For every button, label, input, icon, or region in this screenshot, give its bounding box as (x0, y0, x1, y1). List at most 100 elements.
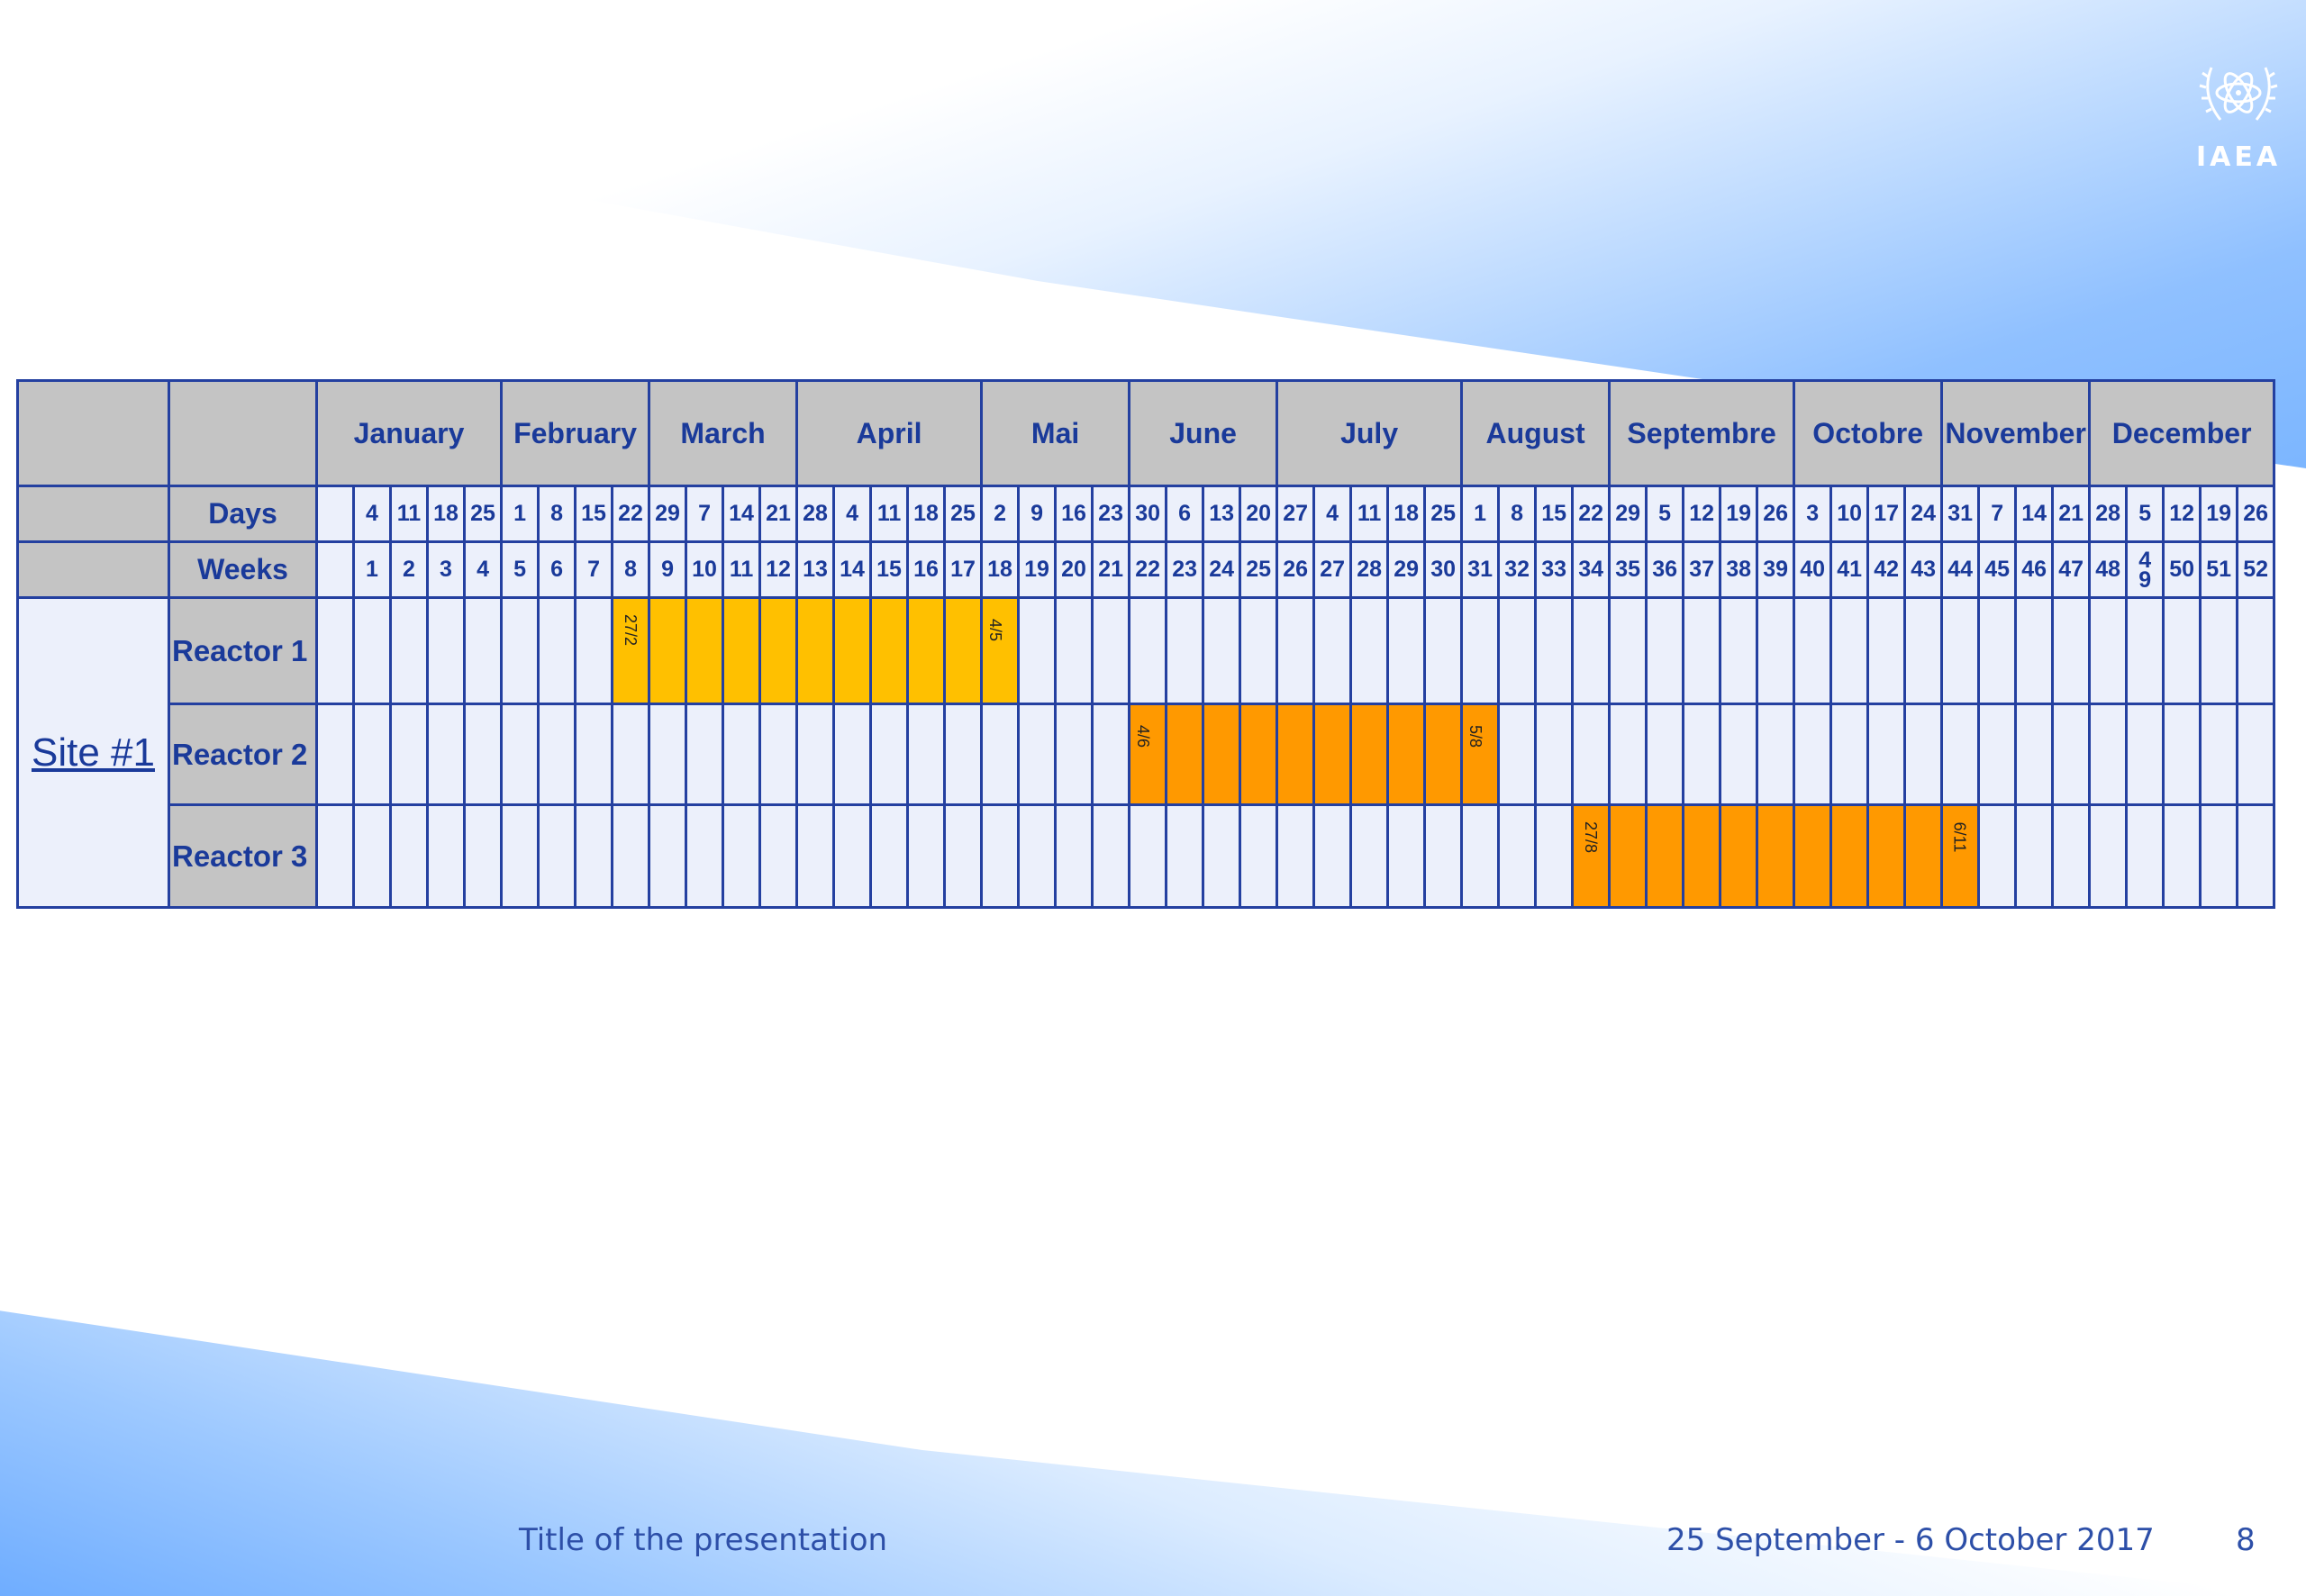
schedule-cell (2162, 596, 2202, 705)
day-cell (315, 485, 355, 543)
schedule-cell (1276, 596, 1316, 705)
week-cell: 30 (1423, 540, 1464, 599)
schedule-cell (2051, 803, 2092, 909)
day-cell: 28 (795, 485, 836, 543)
week-cell: 9 (648, 540, 688, 599)
schedule-cell (869, 803, 910, 909)
day-cell: 25 (1423, 485, 1464, 543)
schedule-cell (1239, 803, 1279, 909)
day-cell: 24 (1903, 485, 1944, 543)
week-cell: 2 (389, 540, 429, 599)
day-cell: 28 (2088, 485, 2129, 543)
schedule-cell (1719, 703, 1759, 806)
week-cell: 17 (943, 540, 984, 599)
outage-cell: 5/8 (1460, 703, 1501, 806)
day-cell: 7 (685, 485, 725, 543)
week-cell: 42 (1866, 540, 1907, 599)
schedule-cell (648, 803, 688, 909)
schedule-cell (795, 703, 836, 806)
week-cell: 43 (1903, 540, 1944, 599)
schedule-cell (389, 596, 429, 705)
week-cell: 31 (1460, 540, 1501, 599)
outage-end-label: 5/8 (1466, 724, 1485, 748)
outage-start-label: 27/8 (1582, 821, 1601, 854)
outage-end-label: 6/11 (1950, 821, 1969, 853)
month-header: March (648, 379, 799, 487)
week-cell: 24 (1202, 540, 1242, 599)
week-cell: 4 (462, 540, 504, 599)
schedule-cell (1903, 703, 1944, 806)
schedule-cell (2125, 596, 2165, 705)
schedule-cell (462, 703, 504, 806)
schedule-cell (2236, 596, 2276, 705)
schedule-cell (1349, 803, 1390, 909)
schedule-cell (1497, 596, 1538, 705)
outage-cell (832, 596, 873, 705)
week-cell (315, 540, 355, 599)
month-header: Octobre (1793, 379, 1944, 487)
schedule-cell (1017, 803, 1058, 909)
schedule-cell (1091, 703, 1131, 806)
schedule-cell (758, 703, 799, 806)
schedule-cell (758, 803, 799, 909)
week-cell: 10 (685, 540, 725, 599)
outage-cell (1682, 803, 1722, 909)
schedule-cell (1386, 596, 1427, 705)
outage-cell (1202, 703, 1242, 806)
day-cell: 9 (1017, 485, 1058, 543)
outage-cell (722, 596, 762, 705)
schedule-cell (315, 703, 355, 806)
day-cell: 1 (500, 485, 540, 543)
day-cell: 25 (462, 485, 504, 543)
schedule-cell (2051, 703, 2092, 806)
week-cell: 33 (1534, 540, 1575, 599)
day-cell: 22 (611, 485, 651, 543)
month-header: April (795, 379, 984, 487)
site-link[interactable]: Site #1 (16, 596, 170, 909)
schedule-cell (1202, 803, 1242, 909)
week-cell: 50 (2162, 540, 2202, 599)
day-cell: 25 (943, 485, 984, 543)
schedule-cell (832, 803, 873, 909)
outage-cell: 6/11 (1940, 803, 1981, 909)
schedule-cell (980, 803, 1021, 909)
schedule-cell (1866, 703, 1907, 806)
schedule-cell (1312, 803, 1353, 909)
logo-text: IAEA (2195, 141, 2282, 173)
day-cell: 20 (1239, 485, 1279, 543)
schedule-cell (2014, 596, 2055, 705)
schedule-cell (352, 803, 392, 909)
outage-cell: 4/5 (980, 596, 1021, 705)
day-cell: 6 (1165, 485, 1205, 543)
week-cell: 8 (611, 540, 651, 599)
week-cell: 28 (1349, 540, 1390, 599)
schedule-cell (1497, 703, 1538, 806)
week-cell: 39 (1756, 540, 1796, 599)
schedule-cell (1534, 803, 1575, 909)
weeks-label: Weeks (168, 540, 318, 599)
reactor-label: Reactor 2 (168, 703, 318, 806)
schedule-cell (1756, 703, 1796, 806)
schedule-cell (462, 803, 504, 909)
day-cell: 27 (1276, 485, 1316, 543)
schedule-cell (574, 703, 614, 806)
schedule-cell (389, 803, 429, 909)
week-cell: 1 (352, 540, 392, 599)
week-cell: 32 (1497, 540, 1538, 599)
day-cell: 21 (758, 485, 799, 543)
month-header: July (1276, 379, 1464, 487)
day-cell: 14 (722, 485, 762, 543)
week-cell: 4 9 (2125, 540, 2165, 599)
schedule-cell (1423, 803, 1464, 909)
schedule-cell (1054, 703, 1094, 806)
day-cell: 11 (389, 485, 429, 543)
day-cell: 26 (1756, 485, 1796, 543)
week-cell: 11 (722, 540, 762, 599)
outage-cell (795, 596, 836, 705)
day-cell: 4 (352, 485, 392, 543)
outage-cell (1276, 703, 1316, 806)
schedule-cell (1460, 803, 1501, 909)
schedule-cell (1312, 596, 1353, 705)
schedule-cell (1534, 596, 1575, 705)
schedule-cell (500, 703, 540, 806)
